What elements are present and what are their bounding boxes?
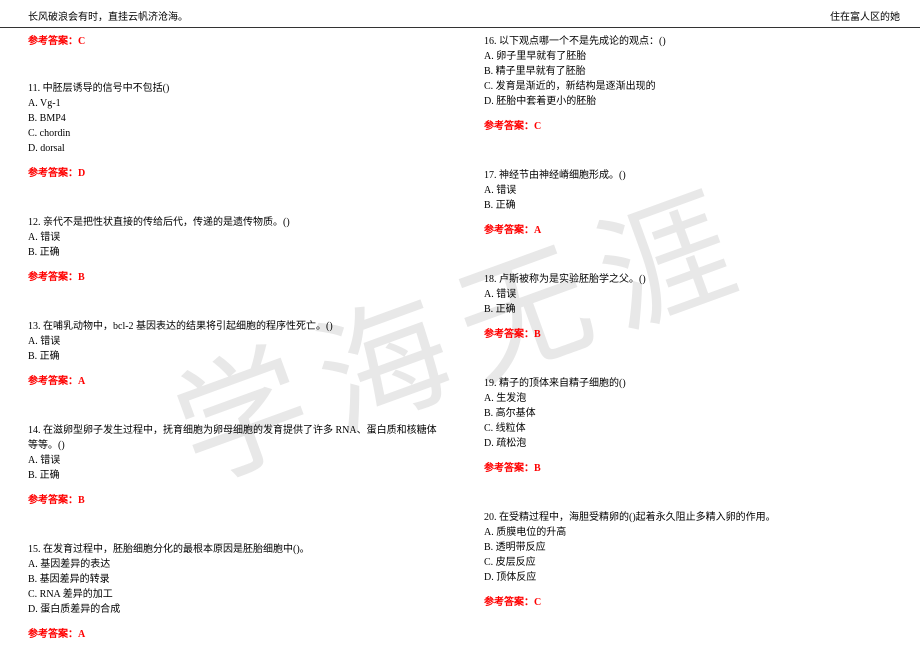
option: A. 卵子里早就有了胚胎 [484, 49, 900, 64]
option: C. 线粒体 [484, 421, 900, 436]
option: A. 错误 [28, 334, 444, 349]
option: A. 错误 [484, 287, 900, 302]
option: A. 质膜电位的升高 [484, 525, 900, 540]
option: A. 生发泡 [484, 391, 900, 406]
question-18: 18. 卢斯被称为是实验胚胎学之父。() A. 错误 B. 正确 参考答案：B [484, 272, 900, 342]
question-text: 18. 卢斯被称为是实验胚胎学之父。() [484, 272, 900, 287]
option: B. 基因差异的转录 [28, 572, 444, 587]
option: D. 胚胎中套着更小的胚胎 [484, 94, 900, 109]
header-left: 长风破浪会有时，直挂云帆济沧海。 [28, 8, 188, 23]
question-text: 11. 中胚层诱导的信号中不包括() [28, 81, 444, 96]
answer: 参考答案：B [484, 461, 900, 476]
left-column: 参考答案：C 11. 中胚层诱导的信号中不包括() A. Vg-1 B. BMP… [28, 34, 464, 660]
question-text: 16. 以下观点哪一个不是先成论的观点：() [484, 34, 900, 49]
option: B. BMP4 [28, 111, 444, 126]
option: A. 错误 [28, 453, 444, 468]
question-11: 11. 中胚层诱导的信号中不包括() A. Vg-1 B. BMP4 C. ch… [28, 81, 444, 181]
option: D. 顶体反应 [484, 570, 900, 585]
question-17: 17. 神经节由神经嵴细胞形成。() A. 错误 B. 正确 参考答案：A [484, 168, 900, 238]
option: A. 基因差异的表达 [28, 557, 444, 572]
question-text: 14. 在滋卵型卵子发生过程中，抚育细胞为卵母细胞的发育提供了许多 RNA、蛋白… [28, 423, 444, 453]
option: A. 错误 [28, 230, 444, 245]
answer: 参考答案：C [484, 595, 900, 610]
question-text: 12. 亲代不是把性状直接的传给后代，传递的是遗传物质。() [28, 215, 444, 230]
option: D. dorsal [28, 141, 444, 156]
question-15: 15. 在发育过程中，胚胎细胞分化的最根本原因是胚胎细胞中()。 A. 基因差异… [28, 542, 444, 642]
option: B. 正确 [28, 245, 444, 260]
question-14: 14. 在滋卵型卵子发生过程中，抚育细胞为卵母细胞的发育提供了许多 RNA、蛋白… [28, 423, 444, 508]
answer: 参考答案：C [484, 119, 900, 134]
answer: 参考答案：A [28, 374, 444, 389]
question-text: 19. 精子的顶体来自精子细胞的() [484, 376, 900, 391]
option: B. 正确 [28, 349, 444, 364]
content-area: 参考答案：C 11. 中胚层诱导的信号中不包括() A. Vg-1 B. BMP… [0, 28, 920, 660]
question-13: 13. 在哺乳动物中，bcl-2 基因表达的结果将引起细胞的程序性死亡。() A… [28, 319, 444, 389]
page-header: 长风破浪会有时，直挂云帆济沧海。 住在富人区的她 [0, 0, 920, 28]
option: B. 精子里早就有了胚胎 [484, 64, 900, 79]
option: D. 疏松泡 [484, 436, 900, 451]
option: C. RNA 差异的加工 [28, 587, 444, 602]
option: D. 蛋白质差异的合成 [28, 602, 444, 617]
option: B. 正确 [484, 302, 900, 317]
answer: 参考答案：D [28, 166, 444, 181]
option: C. 皮层反应 [484, 555, 900, 570]
top-answer: 参考答案：C [28, 34, 444, 49]
option: B. 正确 [484, 198, 900, 213]
option: A. Vg-1 [28, 96, 444, 111]
header-right: 住在富人区的她 [830, 8, 900, 23]
option: A. 错误 [484, 183, 900, 198]
question-text: 20. 在受精过程中，海胆受精卵的()起着永久阻止多精入卵的作用。 [484, 510, 900, 525]
answer: 参考答案：A [484, 223, 900, 238]
option: B. 透明带反应 [484, 540, 900, 555]
option: C. chordin [28, 126, 444, 141]
question-19: 19. 精子的顶体来自精子细胞的() A. 生发泡 B. 高尔基体 C. 线粒体… [484, 376, 900, 476]
answer: 参考答案：B [484, 327, 900, 342]
right-column: 16. 以下观点哪一个不是先成论的观点：() A. 卵子里早就有了胚胎 B. 精… [464, 34, 900, 660]
option: B. 高尔基体 [484, 406, 900, 421]
question-text: 17. 神经节由神经嵴细胞形成。() [484, 168, 900, 183]
question-text: 15. 在发育过程中，胚胎细胞分化的最根本原因是胚胎细胞中()。 [28, 542, 444, 557]
question-12: 12. 亲代不是把性状直接的传给后代，传递的是遗传物质。() A. 错误 B. … [28, 215, 444, 285]
option: B. 正确 [28, 468, 444, 483]
option: C. 发育是渐近的，新结构是逐渐出现的 [484, 79, 900, 94]
question-20: 20. 在受精过程中，海胆受精卵的()起着永久阻止多精入卵的作用。 A. 质膜电… [484, 510, 900, 610]
question-text: 13. 在哺乳动物中，bcl-2 基因表达的结果将引起细胞的程序性死亡。() [28, 319, 444, 334]
answer: 参考答案：B [28, 270, 444, 285]
answer: 参考答案：A [28, 627, 444, 642]
question-16: 16. 以下观点哪一个不是先成论的观点：() A. 卵子里早就有了胚胎 B. 精… [484, 34, 900, 134]
answer: 参考答案：B [28, 493, 444, 508]
